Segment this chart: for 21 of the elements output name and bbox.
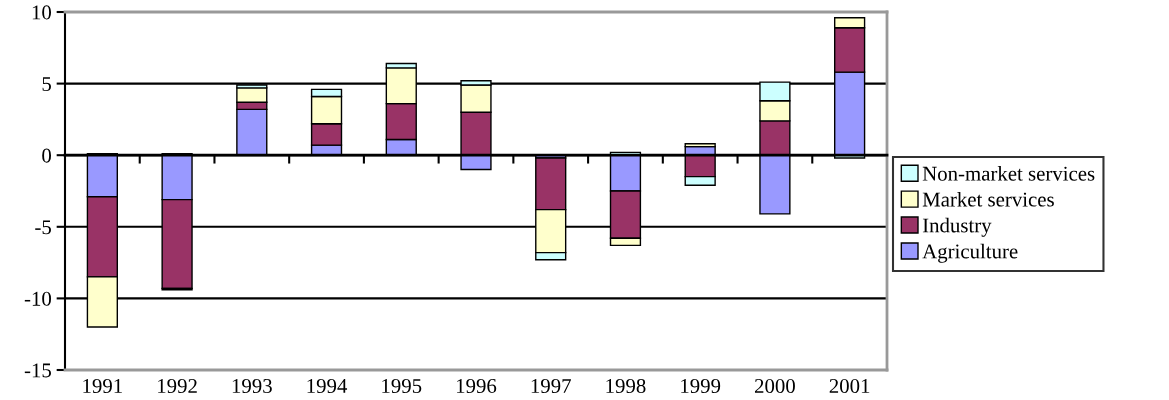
x-tick-label: 2000 [754,378,795,393]
x-tick-label: 1994 [307,378,348,393]
y-tick-label: 5 [42,77,51,92]
legend-label: Agriculture [922,243,1018,263]
x-tick-label: 1999 [681,378,721,393]
y-tick-label: -10 [24,291,52,306]
legend-label: Non-market services [922,166,1095,181]
y-tick-label: 0 [42,148,52,163]
x-tick-label: 1993 [232,378,272,393]
x-tick-label: 1991 [83,378,122,393]
x-tick-label: 1992 [158,378,197,393]
y-tick-label: 10 [32,5,52,20]
legend-label: Industry [922,217,992,237]
x-tick-label: 1996 [457,378,497,393]
x-tick-label: 1995 [382,378,422,393]
y-tick-label: -15 [24,363,51,378]
x-tick-label: 1997 [531,378,571,393]
x-tick-label: 1998 [606,378,646,393]
legend-label: Market services [922,191,1054,207]
x-tick-label: 2001 [829,378,870,393]
y-tick-label: -5 [35,220,51,235]
